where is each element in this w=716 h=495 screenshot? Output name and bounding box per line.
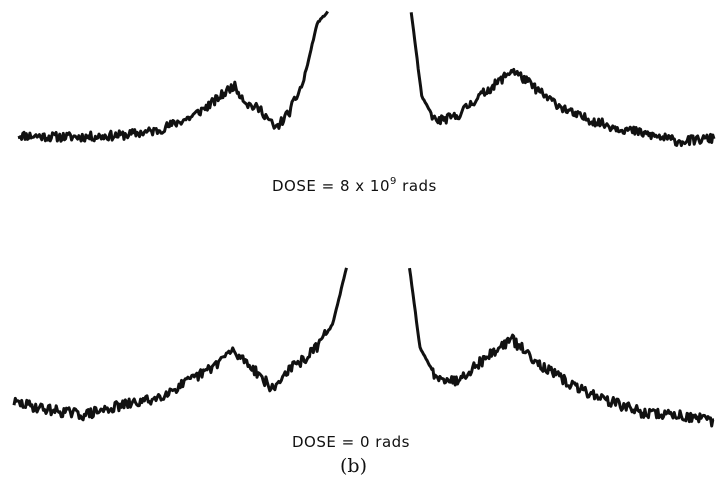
trace-dose-8e9-right-branch (409, 12, 716, 148)
dose-label-bottom-text: DOSE = 0 rads (292, 433, 410, 451)
dose-label-top-exponent: 9 (390, 176, 397, 187)
trace-dose-0-left-branch (12, 267, 348, 422)
panel-label: (b) (340, 455, 367, 477)
dose-label-top: DOSE = 8 x 109 rads (272, 176, 437, 195)
trace-dose-8e9 (17, 10, 716, 148)
dose-label-top-unit: rads (396, 177, 437, 195)
trace-dose-0 (12, 267, 715, 428)
dose-label-bottom: DOSE = 0 rads (292, 433, 410, 451)
trace-dose-8e9-left-branch (17, 10, 329, 143)
trace-dose-0-right-branch (408, 267, 715, 428)
dose-label-top-text: DOSE = 8 x 10 (272, 177, 391, 195)
